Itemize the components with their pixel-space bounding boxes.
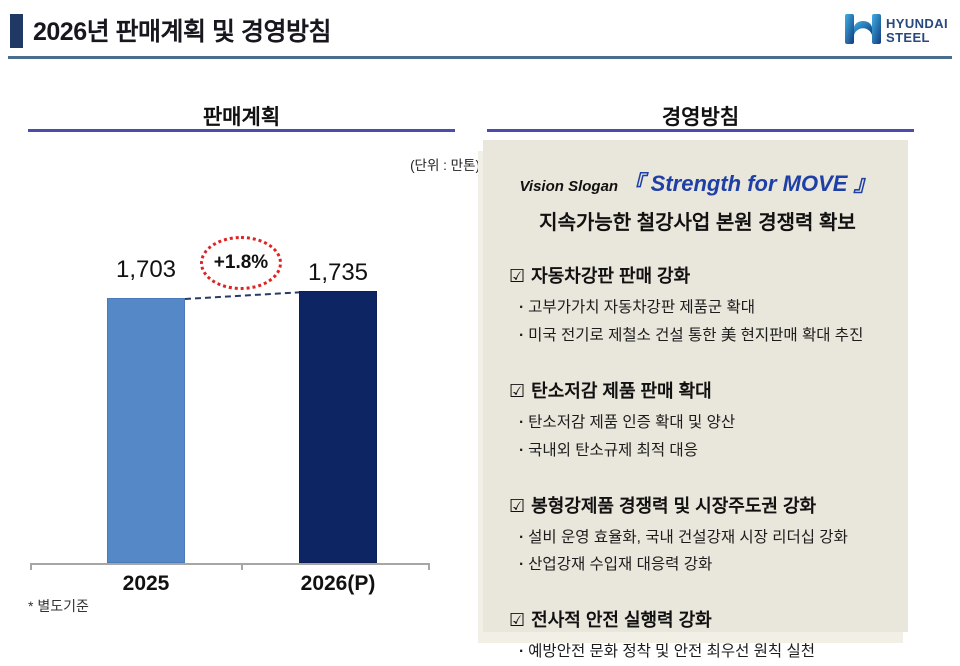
bullet-icon: · [519, 413, 525, 431]
policy-section-auto-sheet: ☑ 자동차강판 판매 강화 · 고부가가치 자동차강판 제품군 확대 · 미국 전기로… [509, 262, 886, 350]
x-axis [30, 563, 430, 565]
sales-plan-underline [28, 129, 455, 132]
bullet-icon: · [519, 299, 525, 316]
axis-tick [30, 563, 32, 570]
policy-item: · 미국 전기로 제철소 건설 통한 美 현지판매 확대 추진 [519, 326, 864, 344]
bullet-icon: · [519, 528, 525, 546]
policy-item: · 국내외 탄소규제 최적 대응 [519, 441, 698, 459]
policy-item: · 고부가가치 자동차강판 제품군 확대 [519, 299, 755, 316]
bullet-icon: · [519, 441, 525, 459]
page-title: 2026년 판매계획 및 경영방침 [33, 18, 331, 46]
bar-2025 [107, 298, 185, 563]
policy-subtitle: 지속가능한 철강사업 본원 경쟁력 확보 [539, 212, 856, 234]
bar-2026 [299, 291, 377, 563]
hyundai-steel-h-icon [845, 13, 881, 50]
x-label-2025: 2025 [122, 572, 170, 595]
bar-top-connector-line [184, 291, 306, 300]
vision-slogan-text: 『 Strength for MOVE 』 [622, 171, 876, 196]
title-divider [8, 56, 952, 59]
section-title: ☑ 탄소저감 제품 판매 확대 [509, 380, 712, 401]
hyundai-steel-logo: HYUNDAI STEEL [845, 10, 955, 52]
chart-footnote: * 별도기준 [28, 598, 89, 614]
title-accent-bar [10, 14, 23, 48]
policy-section-low-carbon: ☑ 탄소저감 제품 판매 확대 · 탄소저감 제품 인증 확대 및 양산 · 국내외 … [509, 377, 886, 465]
policy-section-long-products: ☑ 봉형강제품 경쟁력 및 시장주도권 강화 · 설비 운영 효율화, 국내 건설강… [509, 492, 886, 580]
policy-item: · 산업강재 수입재 대응력 강화 [519, 556, 713, 574]
logo-text: HYUNDAI STEEL [886, 17, 948, 44]
bar-value-2025: 1,703 [115, 256, 177, 283]
policy-header: 경영방침 [661, 106, 740, 129]
checked-checkbox-icon: ☑ [509, 380, 526, 401]
section-title: ☑ 자동차강판 판매 강화 [509, 266, 691, 286]
policy-box: Vision Slogan 『 Strength for MOVE 』 지속가능… [483, 140, 908, 660]
bullet-icon: · [519, 556, 525, 574]
logo-line1: HYUNDAI [886, 16, 949, 32]
vision-slogan-prefix: Vision Slogan [519, 178, 619, 195]
vision-slogan-row: Vision Slogan 『 Strength for MOVE 』 [509, 166, 886, 198]
checked-checkbox-icon: ☑ [509, 266, 526, 286]
growth-rate-badge: +1.8% [200, 236, 282, 290]
policy-section-safety: ☑ 전사적 안전 실행력 강화 · 예방안전 문화 정착 및 안전 최우선 원칙 실… [509, 606, 886, 666]
x-label-2026: 2026(P) [300, 572, 376, 595]
axis-tick [428, 563, 430, 570]
sales-plan-header: 판매계획 [202, 106, 281, 129]
policy-item: · 예방안전 문화 정착 및 안전 최우선 원칙 실천 [519, 643, 815, 661]
logo-line2: STEEL [886, 30, 930, 45]
section-title: ☑ 전사적 안전 실행력 강화 [509, 610, 712, 631]
bullet-icon: · [519, 326, 525, 344]
bullet-icon: · [519, 643, 525, 661]
bar-value-2026: 1,735 [307, 259, 369, 286]
policy-item: · 설비 운영 효율화, 국내 건설강재 시장 리더십 강화 [519, 528, 848, 546]
policy-underline [487, 129, 914, 132]
chart-unit-label: (단위 : 만톤) [410, 158, 480, 173]
axis-tick [241, 563, 243, 570]
policy-item: · 탄소저감 제품 인증 확대 및 양산 [519, 413, 736, 431]
section-title: ☑ 봉형강제품 경쟁력 및 시장주도권 강화 [509, 495, 817, 516]
checked-checkbox-icon: ☑ [509, 610, 526, 631]
checked-checkbox-icon: ☑ [509, 495, 526, 516]
